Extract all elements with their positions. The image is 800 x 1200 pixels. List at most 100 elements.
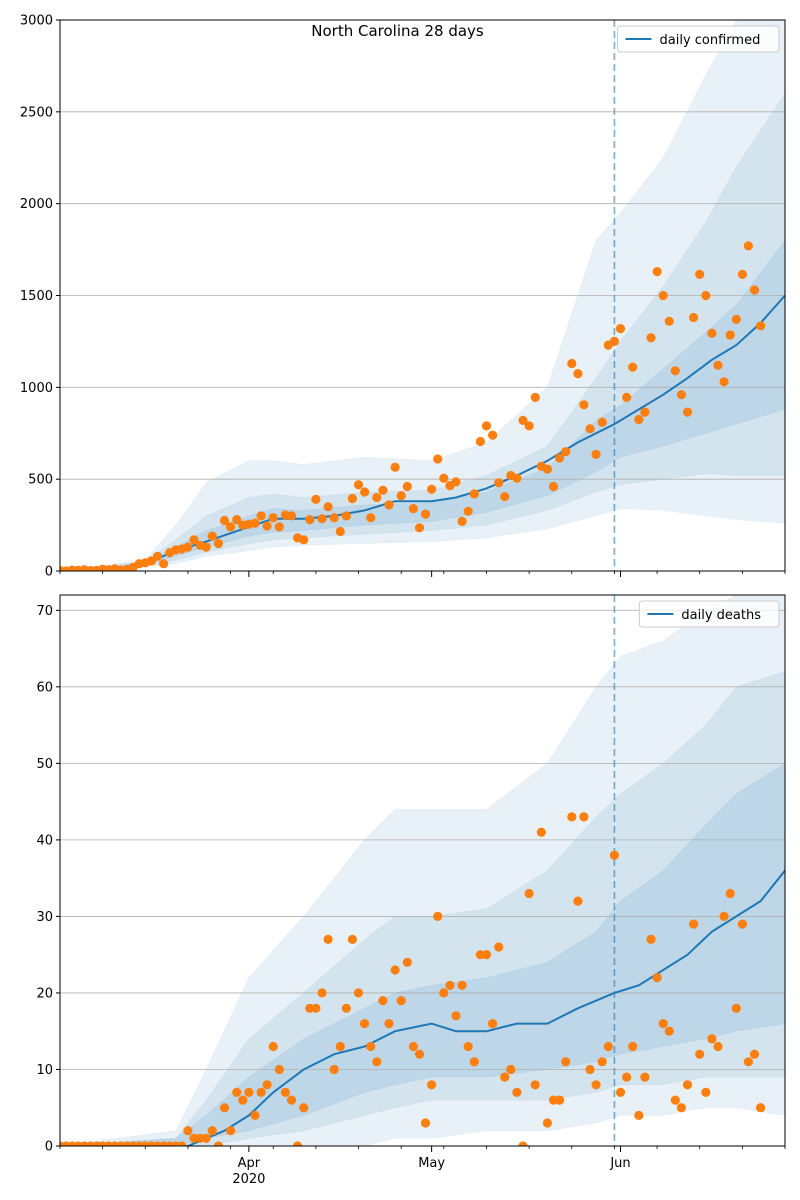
deaths-observed-point (597, 1057, 607, 1067)
deaths-observed-point (226, 1126, 236, 1136)
confirmed-observed-point (232, 515, 242, 525)
deaths-observed-point (591, 1080, 601, 1090)
deaths-ytick-label: 30 (36, 910, 53, 925)
deaths-observed-point (737, 919, 748, 929)
confirmed-observed-point (542, 464, 553, 474)
deaths-ytick-label: 0 (45, 1140, 53, 1155)
deaths-observed-point (689, 919, 699, 929)
confirmed-observed-point (262, 521, 272, 531)
deaths-observed-point (268, 1041, 278, 1052)
confirmed-observed-point (743, 241, 754, 251)
deaths-observed-point (695, 1049, 705, 1059)
confirmed-observed-point (360, 487, 370, 497)
deaths-observed-point (518, 1141, 528, 1146)
deaths-observed-point (317, 988, 327, 998)
confirmed-y-axis: 0 500 1000 1500 2000 2500 3000 (20, 14, 60, 580)
deaths-observed-point (743, 1057, 754, 1067)
deaths-observed-point (622, 1072, 632, 1082)
confirmed-observed-point (628, 362, 638, 372)
deaths-observed-point (701, 1087, 711, 1097)
confirmed-observed-point (427, 484, 437, 494)
deaths-observed-point (628, 1041, 638, 1052)
deaths-observed-point (414, 1049, 425, 1059)
deaths-observed-point (207, 1126, 217, 1136)
confirmed-observed-point (207, 531, 217, 541)
confirmed-observed-point (189, 535, 199, 545)
confirmed-observed-point (457, 516, 467, 527)
confirmed-observed-point (420, 509, 431, 519)
deaths-observed-point (232, 1087, 242, 1097)
confirmed-observed-point (286, 511, 297, 521)
deaths-observed-point (457, 980, 467, 990)
deaths-legend: daily deaths (638, 600, 780, 628)
deaths-observed-point (183, 1126, 193, 1136)
confirmed-observed-point (378, 485, 388, 495)
deaths-observed-point (293, 1141, 303, 1146)
deaths-observed-point (402, 957, 412, 967)
confirmed-observed-point (701, 290, 711, 301)
confirmed-observed-point (579, 400, 589, 410)
confirmed-observed-point (652, 267, 662, 277)
deaths-observed-point (280, 1087, 290, 1097)
confirmed-observed-point (366, 513, 376, 523)
confirmed-observed-point (274, 522, 284, 532)
confirmed-observed-point (737, 269, 748, 279)
deaths-observed-point (658, 1019, 668, 1029)
confirmed-ytick-label: 500 (28, 473, 53, 488)
confirmed-band-inner (60, 239, 785, 571)
confirmed-observed-point (329, 513, 339, 523)
confirmed-observed-point (299, 535, 309, 545)
deaths-observed-point (609, 850, 620, 860)
deaths-series-line (60, 869, 785, 1146)
confirmed-observed-point (408, 504, 418, 514)
deaths-observed-point (731, 1003, 741, 1013)
confirmed-series-line (60, 294, 785, 571)
deaths-observed-point (488, 1019, 498, 1029)
confirmed-observed-point (555, 453, 565, 463)
confirmed-observed-point (439, 473, 449, 483)
deaths-observed-point (439, 988, 449, 998)
confirmed-observed-points (60, 241, 766, 571)
confirmed-observed-point (481, 421, 492, 431)
deaths-observed-point (585, 1064, 595, 1075)
confirmed-uncertainty-bands (60, 20, 785, 571)
deaths-observed-point (573, 896, 583, 906)
deaths-uncertainty-bands (60, 595, 785, 1146)
confirmed-ytick-label: 1500 (20, 289, 53, 304)
confirmed-observed-point (567, 358, 577, 369)
deaths-line-group (60, 869, 785, 1146)
deaths-observed-point (664, 1026, 674, 1036)
confirmed-ytick-label: 2500 (20, 105, 53, 120)
deaths-observed-point (749, 1049, 760, 1059)
confirmed-observed-point (719, 377, 729, 387)
confirmed-band-middle (60, 92, 785, 571)
deaths-observed-point (536, 827, 546, 837)
confirmed-observed-point (646, 333, 656, 343)
confirmed-observed-point (597, 417, 607, 427)
confirmed-observed-point (219, 515, 230, 526)
confirmed-observed-point (390, 462, 400, 472)
deaths-legend-label: daily deaths (681, 608, 761, 623)
confirmed-observed-point (451, 477, 461, 487)
confirmed-observed-point (713, 360, 723, 370)
deaths-xtick-label: Jun (609, 1156, 630, 1171)
deaths-observed-point (323, 934, 333, 945)
confirmed-observed-point (256, 511, 266, 521)
confirmed-observed-point (335, 526, 345, 537)
confirmed-observed-point (201, 542, 211, 552)
deaths-observed-point (396, 996, 406, 1006)
confirmed-observed-point (548, 481, 559, 492)
deaths-ytick-label: 20 (36, 986, 53, 1001)
confirmed-legend-label: daily confirmed (660, 33, 761, 48)
confirmed-observed-point (500, 492, 510, 502)
deaths-observed-point (707, 1034, 717, 1044)
confirmed-observed-point (664, 316, 674, 326)
deaths-observed-point (561, 1057, 571, 1067)
deaths-observed-point (335, 1041, 345, 1052)
deaths-observed-point (420, 1118, 431, 1128)
deaths-observed-point (433, 911, 443, 922)
confirmed-observed-point (609, 336, 620, 346)
confirmed-observed-point (591, 449, 601, 459)
deaths-observed-point (390, 965, 400, 975)
